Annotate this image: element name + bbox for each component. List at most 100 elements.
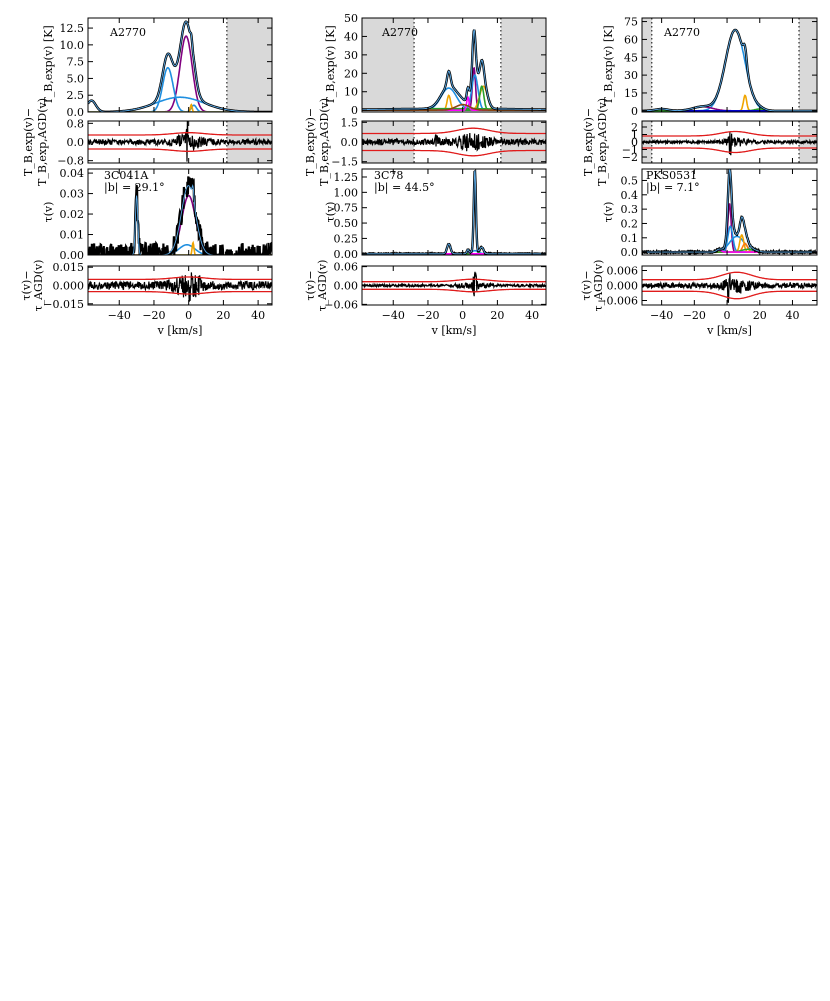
noise-envelope-upper xyxy=(642,130,817,137)
x-tick-label: 20 xyxy=(753,309,767,322)
y-axis-label: T_B,exp(v)− xyxy=(304,108,317,176)
x-tick-label: 40 xyxy=(785,309,799,322)
y-tick-label: 60 xyxy=(624,33,638,46)
y-tick-label: 0.00 xyxy=(334,248,359,261)
y-tick-label: 0 xyxy=(351,104,358,117)
y-axis-label: T_B,exp,AGD(v) xyxy=(318,98,331,186)
y-tick-label: 1.25 xyxy=(334,171,359,184)
source-annotation: 3C041A xyxy=(104,169,149,182)
y-tick-label: −0.006 xyxy=(597,295,638,308)
excluded-region xyxy=(642,18,652,112)
residual-line xyxy=(642,273,817,303)
absorption-residual-panel: −0.06 0.00 0.06 −40 −20 0 20 40 xyxy=(324,261,547,322)
y-tick-label: −0.06 xyxy=(324,298,358,311)
plot-area xyxy=(362,18,546,112)
y-axis-label: τ_AGD(v) xyxy=(32,260,45,312)
y-axis-label: T_B,exp(v) [K] xyxy=(602,25,615,104)
y-tick-label: 0.01 xyxy=(60,229,85,242)
y-tick-label: 7.5 xyxy=(67,56,85,69)
y-tick-label: 0.00 xyxy=(60,249,85,262)
emission-panel: 0 15 30 45 60 75 A2770 xyxy=(624,16,818,118)
y-tick-label: 0.06 xyxy=(334,261,359,274)
y-tick-label: 50 xyxy=(344,12,358,25)
y-tick-label: 0.04 xyxy=(60,167,85,180)
plot-area xyxy=(88,18,272,112)
noise-envelope-lower xyxy=(362,288,546,293)
y-axis-label: τ(v)− xyxy=(304,270,317,300)
latitude-annotation: |b| = 29.1° xyxy=(104,181,165,195)
y-tick-label: −1.5 xyxy=(331,156,358,169)
y-tick-label: 20 xyxy=(344,67,358,80)
emission-residual-panel: −1.5 0.0 1.5 xyxy=(331,116,547,169)
latitude-annotation: |b| = 7.1° xyxy=(646,181,700,195)
y-axis-label: T_B,exp(v)− xyxy=(22,108,35,176)
total-model xyxy=(362,29,546,110)
emission-residual-panel: −0.8 0.0 0.8 xyxy=(57,117,273,168)
y-tick-label: 10.0 xyxy=(60,39,85,52)
y-tick-label: 1 xyxy=(631,129,638,142)
y-tick-label: 0.0 xyxy=(341,136,359,149)
noise-envelope-lower xyxy=(362,149,546,157)
y-tick-label: −1 xyxy=(622,144,638,157)
y-axis-label: T_B,exp(v)− xyxy=(582,108,595,176)
y-tick-label: 0.75 xyxy=(334,202,359,215)
gaussian-component xyxy=(88,194,272,255)
y-tick-label: 0.015 xyxy=(53,261,85,274)
absorption-residual-panel: −0.006 0.000 0.006 −40 −20 0 20 40 xyxy=(597,265,818,322)
y-tick-label: −0.8 xyxy=(57,155,84,168)
plot-area xyxy=(88,176,272,255)
latitude-annotation: |b| = 44.5° xyxy=(374,181,435,195)
plot-area xyxy=(362,121,546,163)
x-tick-label: −40 xyxy=(108,309,131,322)
noise-envelope-upper xyxy=(642,271,817,281)
y-tick-label: 0.000 xyxy=(53,280,85,293)
x-tick-label: −20 xyxy=(142,309,165,322)
source-annotation: A2770 xyxy=(663,26,700,39)
y-tick-label: 0 xyxy=(631,136,638,149)
plot-area xyxy=(362,169,546,255)
y-tick-label: 0 xyxy=(631,105,638,118)
y-axis-label: τ(v) xyxy=(602,202,615,223)
absorption-panel: 0.00.1 0.20.30.4 0.5 PKS0531|b| = 7.1° xyxy=(621,168,818,259)
x-tick-label: 0 xyxy=(459,309,466,322)
y-tick-label: 0.0 xyxy=(67,136,85,149)
y-tick-label: 0.50 xyxy=(334,217,359,230)
y-tick-label: 2.5 xyxy=(67,89,85,102)
y-tick-label: 0.5 xyxy=(621,174,639,187)
plot-area xyxy=(88,121,272,163)
y-tick-label: 12.5 xyxy=(60,22,85,35)
plot-area xyxy=(642,18,817,112)
absorption-residual-panel: −0.015 0.000 0.015 −40 −20 0 20 40 xyxy=(43,261,273,322)
y-tick-label: 10 xyxy=(344,86,358,99)
y-tick-label: 45 xyxy=(624,51,638,64)
x-tick-label: −40 xyxy=(382,309,405,322)
y-axis-label: τ_AGD(v) xyxy=(592,260,605,312)
x-tick-label: −20 xyxy=(683,309,706,322)
observed-spectrum xyxy=(88,176,272,255)
x-tick-label: 40 xyxy=(251,309,265,322)
plot-area xyxy=(362,271,546,297)
column-3: 01530456075A2770−2−10120.00.10.20.30.40.… xyxy=(580,16,818,337)
y-tick-label: 1.5 xyxy=(341,116,359,129)
y-tick-label: 40 xyxy=(344,30,358,43)
excluded-region xyxy=(799,18,817,112)
plot-area xyxy=(642,271,817,303)
y-tick-label: 0.25 xyxy=(334,232,359,245)
x-axis-label: v [km/s] xyxy=(157,324,203,337)
noise-envelope-upper xyxy=(88,276,272,281)
x-axis-label: v [km/s] xyxy=(431,324,477,337)
residual-line xyxy=(642,132,817,156)
x-tick-label: −20 xyxy=(416,309,439,322)
y-axis-label: T_B,exp,AGD(v) xyxy=(596,98,609,186)
y-axis-label: τ(v) xyxy=(42,202,55,223)
excluded-region xyxy=(362,18,415,112)
source-annotation: 3C78 xyxy=(374,169,403,182)
y-axis-label: τ(v)− xyxy=(20,270,33,300)
y-axis-label: T_B,exp,AGD(v) xyxy=(36,98,49,186)
emission-panel: 0.0 2.5 5.0 7.5 10.0 12.5 A2770 xyxy=(60,17,273,119)
y-tick-label: 0.0 xyxy=(621,246,639,259)
column-1: 0.02.55.07.510.012.5 A2770−0.80.00.80.000… xyxy=(20,17,273,337)
y-tick-label: 0.4 xyxy=(621,189,639,202)
panel-frame xyxy=(87,168,273,256)
